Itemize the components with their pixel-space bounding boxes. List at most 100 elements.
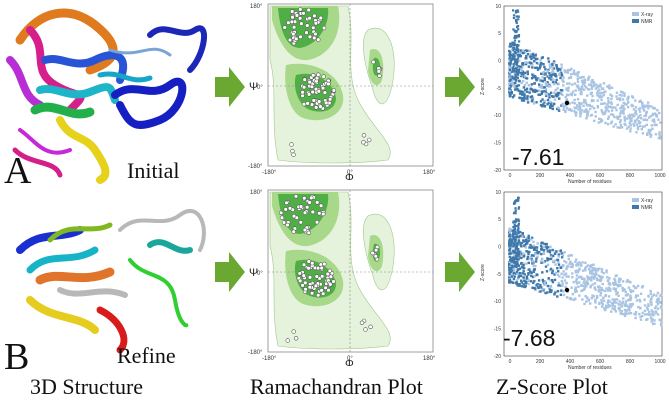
residue-point (305, 23, 310, 28)
nmr-point (508, 258, 512, 262)
xray-point (641, 314, 644, 318)
xray-point (603, 289, 606, 293)
nmr-point (556, 289, 560, 293)
xray-point (586, 277, 590, 281)
psi-axis-label: Ψ (249, 81, 258, 93)
xray-point (654, 310, 658, 313)
nmr-point (517, 84, 520, 87)
xray-point (649, 289, 652, 293)
nmr-point (548, 96, 551, 99)
xray-point (593, 282, 597, 285)
xray-point (590, 278, 593, 281)
xray-point (647, 131, 650, 134)
nmr-point (547, 57, 550, 60)
nmr-point (520, 93, 524, 96)
xray-point (577, 108, 580, 111)
nmr-point (540, 246, 543, 250)
nmr-point (510, 280, 513, 284)
xray-point (650, 303, 653, 307)
xray-point (594, 115, 597, 118)
nmr-point (537, 279, 541, 282)
nmr-point (515, 251, 518, 254)
xray-point (569, 68, 572, 72)
nmr-point (534, 246, 537, 249)
xray-point (652, 310, 655, 314)
xray-point (527, 84, 530, 87)
xray-point (582, 284, 585, 288)
nmr-point (554, 291, 557, 294)
xray-point (629, 298, 632, 302)
nmr-point (539, 65, 542, 68)
nmr-point (512, 238, 515, 241)
nmr-point (512, 220, 515, 223)
zscore-x-tick-label: 0 (509, 359, 512, 365)
residue-point (328, 282, 333, 287)
nmr-point (513, 29, 516, 32)
xray-point (601, 288, 604, 292)
nmr-point (536, 57, 539, 61)
refined-protein-ribbon-image (16, 209, 206, 354)
xray-point (543, 282, 546, 285)
zscore-x-tick-label: 200 (536, 359, 545, 365)
residue-point (307, 16, 312, 21)
nmr-point (525, 275, 529, 278)
xray-point (521, 49, 525, 52)
zscore-scatter-cloud (508, 9, 662, 140)
nmr-point (530, 271, 533, 274)
nmr-point (516, 84, 519, 88)
nmr-point (535, 61, 539, 65)
nmr-point (555, 78, 558, 82)
xray-point (602, 112, 605, 116)
residue-point (310, 89, 315, 95)
xray-point (628, 116, 631, 120)
nmr-point (543, 260, 547, 263)
arrow-right-icon (215, 67, 245, 107)
xray-point (548, 63, 551, 66)
xray-point (618, 126, 622, 129)
xray-point (604, 121, 607, 125)
xray-point (575, 274, 579, 277)
nmr-point (548, 72, 551, 75)
nmr-point (542, 249, 546, 252)
nmr-point (546, 103, 549, 106)
xray-point (579, 105, 582, 109)
xray-point (621, 91, 624, 94)
residue-point (312, 35, 317, 41)
xray-point (600, 98, 603, 102)
xray-point (564, 285, 567, 289)
nmr-point (530, 236, 534, 239)
nmr-point (548, 251, 552, 254)
xray-point (582, 101, 585, 104)
nmr-point (536, 251, 539, 255)
nmr-point (512, 281, 515, 284)
xray-point (593, 286, 596, 289)
zscore-y-tick-label: 0 (498, 245, 501, 251)
residue-point (301, 262, 307, 267)
nmr-point (533, 90, 537, 94)
nmr-point (536, 283, 539, 286)
xray-point (609, 289, 612, 292)
legend-xray: X-ray (641, 12, 653, 18)
nmr-point (550, 78, 553, 81)
residue-point (289, 19, 295, 25)
xray-point (634, 296, 638, 299)
xray-point (573, 82, 577, 85)
xray-point (596, 285, 600, 288)
xray-point (538, 89, 541, 92)
xray-point (525, 81, 528, 84)
xray-point (639, 315, 642, 319)
nmr-point (514, 209, 517, 212)
xray-point (508, 85, 511, 89)
nmr-point (523, 285, 526, 288)
xray-point (532, 73, 535, 77)
nmr-point (559, 249, 563, 253)
xray-point (579, 115, 582, 118)
xray-point (597, 121, 601, 124)
phi-tick-neg180: -180° (262, 170, 277, 176)
xray-point (629, 306, 632, 309)
xray-point (567, 108, 571, 111)
xray-point (615, 95, 618, 98)
xray-point (623, 314, 627, 317)
nmr-point (512, 77, 515, 80)
residue-point (361, 140, 366, 145)
